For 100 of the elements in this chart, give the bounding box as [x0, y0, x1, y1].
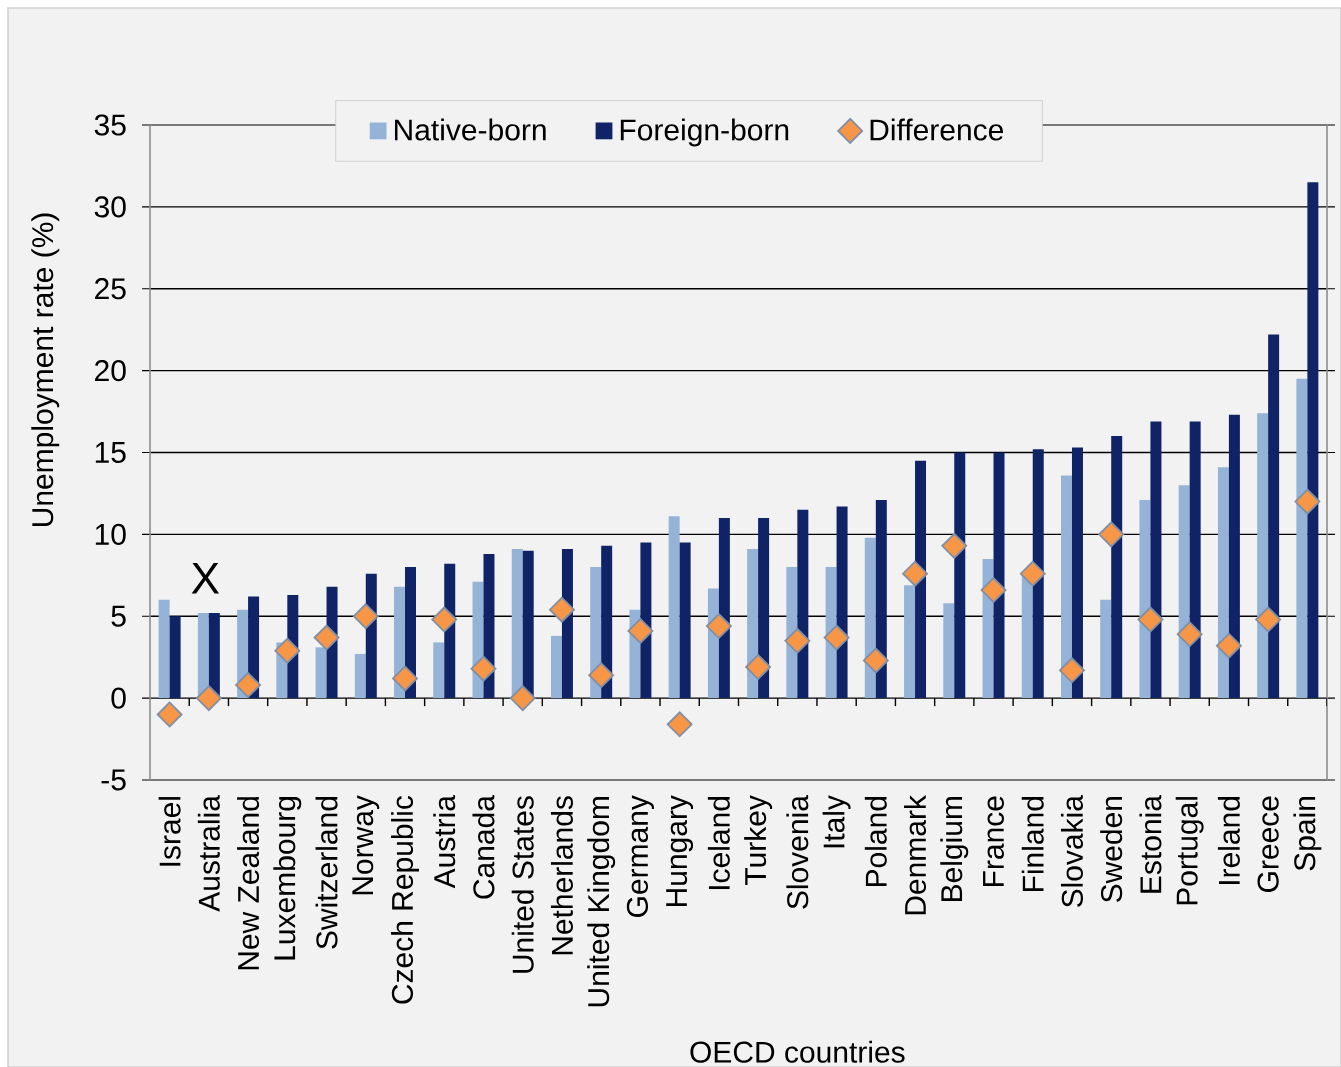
point	[1294, 488, 1321, 515]
y-tick-label: 25	[95, 278, 126, 300]
point	[1059, 657, 1085, 684]
bar	[1060, 475, 1072, 699]
x-tick-label: Germany	[626, 795, 654, 917]
y-tick-label: 5	[111, 605, 126, 627]
point	[431, 606, 458, 633]
x-tick-label: Israel	[158, 797, 181, 866]
bar	[864, 537, 876, 699]
point	[1137, 606, 1164, 633]
point	[235, 672, 262, 698]
x-tick-label: Ireland	[1217, 797, 1240, 885]
point	[588, 662, 615, 689]
bar	[679, 542, 691, 699]
bar	[354, 653, 366, 699]
x-tick-label: Spain	[1293, 797, 1322, 871]
bar	[1257, 413, 1269, 699]
x-tick-label: France	[983, 796, 1004, 886]
x-tick-label: Sweden	[1100, 797, 1123, 903]
y-tick-label: 20	[95, 360, 126, 382]
x-tick-label: Italy	[822, 795, 851, 848]
x-tick-label: Luxembourg	[273, 797, 302, 960]
x-tick-label: Canada	[472, 795, 495, 899]
bar	[158, 599, 170, 699]
point	[666, 711, 693, 738]
bar	[1268, 334, 1280, 699]
bar	[1296, 378, 1308, 699]
point	[352, 603, 379, 630]
bar	[315, 647, 327, 699]
bar	[797, 509, 809, 699]
y-tick-label: 30	[94, 196, 126, 218]
bar	[1217, 467, 1229, 699]
x-tick-label: Iceland	[707, 797, 730, 890]
point	[627, 618, 654, 644]
point	[941, 532, 968, 559]
x-tick-label: Norway	[352, 795, 380, 895]
x-tick-label: Netherlands	[550, 796, 573, 955]
bar	[1032, 449, 1044, 699]
bar	[550, 635, 562, 699]
legend-label: Foreign-born	[620, 118, 789, 147]
bar	[875, 499, 887, 699]
point	[156, 701, 183, 728]
x-tick-label: United Kingdom	[587, 797, 616, 1007]
x-tick-label: United States	[511, 796, 534, 973]
x-tick-label: Belgium	[940, 797, 969, 901]
x-tick-label: Finland	[1021, 797, 1044, 891]
bar	[1150, 421, 1162, 699]
point	[549, 596, 575, 623]
bar	[1178, 485, 1190, 699]
point	[195, 685, 222, 712]
bar	[1189, 421, 1201, 699]
bar	[836, 506, 848, 699]
y-axis-title: Unemployment rate (%)	[31, 213, 60, 527]
x-tick-label: Australia	[197, 795, 220, 912]
point	[1176, 621, 1203, 648]
x-axis-title: OECD countries	[690, 1040, 905, 1063]
bar	[1100, 599, 1112, 699]
point	[509, 685, 536, 712]
point	[470, 655, 497, 682]
point	[1255, 606, 1282, 633]
x-tick-label: Greece	[1257, 796, 1279, 892]
bar	[1139, 499, 1151, 699]
point	[1098, 521, 1125, 548]
x-tick-label: Slovenia	[786, 795, 809, 909]
x-tick-label: Poland	[864, 797, 887, 887]
point	[823, 624, 850, 651]
x-tick-label: Denmark	[904, 795, 927, 915]
bar	[169, 616, 181, 699]
point	[1019, 560, 1046, 587]
point	[274, 637, 301, 664]
y-tick-label: 10	[95, 523, 126, 545]
point	[745, 654, 772, 680]
point	[980, 577, 1007, 603]
bar	[1228, 414, 1240, 699]
bar	[1307, 182, 1319, 699]
x-tick-label: Hungary	[666, 795, 694, 906]
point	[392, 665, 418, 692]
x-tick-label: Portugal	[1175, 797, 1204, 905]
bar	[915, 460, 927, 699]
legend-label: Difference	[870, 118, 1004, 141]
bar	[668, 516, 680, 699]
bar	[758, 517, 770, 699]
x-tick-label: New Zealand	[237, 797, 260, 970]
y-tick-label: 15	[95, 442, 126, 463]
bar	[954, 452, 966, 699]
point	[902, 560, 928, 587]
bar	[904, 585, 916, 699]
x-tick-label: Switzerland	[315, 797, 338, 949]
legend-label: Native-born	[394, 118, 546, 141]
point	[313, 624, 340, 651]
bar	[1111, 436, 1123, 699]
bar	[1071, 447, 1083, 699]
annotation: X	[191, 563, 220, 594]
x-tick-label: Estonia	[1139, 795, 1162, 893]
x-tick-label: Czech Republic	[391, 795, 419, 1004]
point	[1215, 632, 1242, 659]
x-tick-label: Slovakia	[1060, 795, 1083, 908]
bar	[433, 642, 445, 699]
x-tick-label: Turkey	[744, 795, 773, 885]
point	[784, 627, 811, 654]
